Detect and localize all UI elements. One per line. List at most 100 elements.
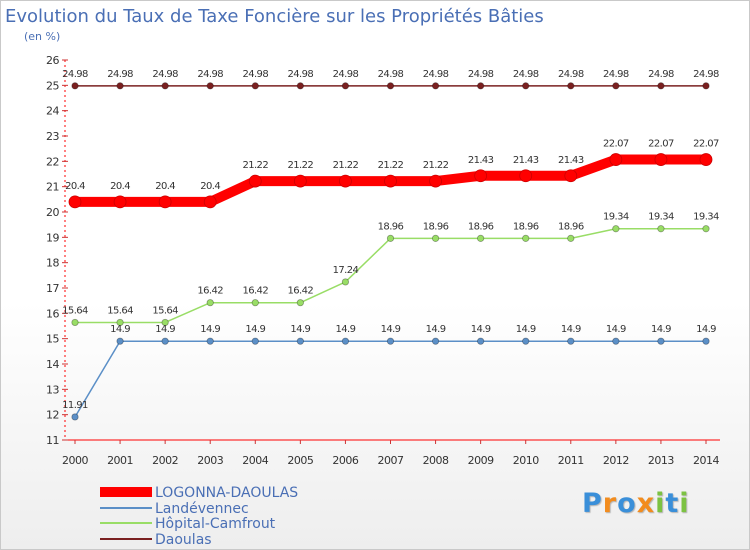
data-label: 24.98 <box>378 69 404 80</box>
data-point <box>657 225 665 233</box>
data-point <box>431 82 440 90</box>
series-layer: 24.98 24.98 24.98 24.98 24.98 24.98 24.98 24.98… <box>62 69 720 421</box>
data-label: 20.4 <box>65 181 85 192</box>
data-point <box>296 82 304 90</box>
data-point <box>567 82 575 90</box>
data-point <box>477 82 485 90</box>
data-label: 21.22 <box>423 160 449 171</box>
x-tick-label: 2003 <box>197 454 223 467</box>
x-tick-label: 2010 <box>513 454 539 467</box>
watermark-letter: P <box>582 488 603 519</box>
data-point <box>161 337 169 345</box>
data-label: 11.91 <box>62 400 88 411</box>
data-point <box>386 337 395 345</box>
x-tick-label: 2006 <box>332 454 358 467</box>
data-point <box>161 318 169 327</box>
data-label: 24.98 <box>513 69 539 80</box>
data-label: 17.24 <box>333 265 359 276</box>
data-point <box>116 318 124 327</box>
data-point <box>68 195 82 209</box>
series-h-pital-camfrout: 15.64 15.64 15.64 16.42 16.42 16.42 17.24 18.96… <box>62 212 720 327</box>
chart-subtitle: (en %) <box>24 30 60 43</box>
data-point <box>116 337 124 345</box>
x-tick-label: 2012 <box>603 454 629 467</box>
data-label: 14.9 <box>471 324 491 335</box>
data-label: 19.34 <box>693 212 719 223</box>
y-tick-label: 13 <box>46 383 59 396</box>
data-label: 14.9 <box>110 324 130 335</box>
data-point <box>386 82 395 90</box>
data-point <box>567 337 575 345</box>
data-point <box>519 169 533 183</box>
data-label: 18.96 <box>558 221 584 232</box>
data-label: 22.07 <box>693 139 719 150</box>
data-label: 14.9 <box>606 324 626 335</box>
data-label: 24.98 <box>558 69 584 80</box>
data-point <box>293 174 307 188</box>
data-label: 14.9 <box>335 324 355 335</box>
data-point <box>474 169 488 183</box>
data-label: 18.96 <box>378 221 404 232</box>
axes: 11 12 13 14 15 16 17 18 19 20 21 22 23 24 25 26 2000 2001… <box>46 54 720 467</box>
watermark-letter: t <box>665 488 680 519</box>
data-label: 24.98 <box>423 69 449 80</box>
data-point <box>477 337 485 345</box>
data-label: 19.34 <box>603 212 629 223</box>
data-point <box>206 337 214 345</box>
x-tick-label: 2000 <box>62 454 88 467</box>
y-tick-label: 11 <box>46 434 59 447</box>
x-tick-label: 2008 <box>423 454 449 467</box>
data-point <box>71 413 79 421</box>
data-label: 20.4 <box>200 181 220 192</box>
legend-item: LOGONNA-DAOULAS <box>100 485 298 501</box>
x-tick-label: 2007 <box>378 454 404 467</box>
data-point <box>251 82 259 90</box>
data-point <box>161 82 169 90</box>
data-point <box>203 195 217 209</box>
data-point <box>341 337 350 345</box>
data-label: 14.9 <box>651 324 671 335</box>
data-label: 24.98 <box>242 69 268 80</box>
data-label: 18.96 <box>423 221 449 232</box>
chart-title: Evolution du Taux de Taxe Foncière sur l… <box>5 6 544 27</box>
data-point <box>654 153 668 166</box>
data-label: 21.43 <box>558 155 584 166</box>
data-label: 16.42 <box>288 286 314 297</box>
x-tick-label: 2001 <box>107 454 133 467</box>
data-point <box>429 174 442 188</box>
y-tick-label: 21 <box>46 181 59 194</box>
data-point <box>702 82 710 90</box>
data-label: 22.07 <box>648 139 674 150</box>
y-tick-label: 17 <box>46 282 59 295</box>
data-label: 24.98 <box>333 69 359 80</box>
data-point <box>71 318 79 327</box>
data-point <box>431 234 440 242</box>
data-label: 14.9 <box>516 324 536 335</box>
watermark-letter: r <box>602 488 618 519</box>
data-label: 22.07 <box>603 139 629 150</box>
y-tick-label: 14 <box>46 358 59 371</box>
data-label: 24.98 <box>288 69 314 80</box>
data-label: 20.4 <box>155 181 175 192</box>
data-point <box>612 82 620 90</box>
series-line <box>74 340 707 418</box>
data-point <box>699 153 713 166</box>
x-tick-label: 2014 <box>693 454 719 467</box>
data-label: 21.43 <box>468 155 494 166</box>
data-point <box>564 169 578 183</box>
x-tick-label: 2004 <box>242 454 268 467</box>
legend-item: Landévennec <box>100 501 249 517</box>
data-label: 14.9 <box>290 324 310 335</box>
y-tick-label: 20 <box>46 206 59 219</box>
y-tick-label: 25 <box>46 79 59 92</box>
data-label: 16.42 <box>197 286 223 297</box>
x-tick-label: 2013 <box>648 454 674 467</box>
data-point <box>341 278 350 286</box>
data-label: 21.22 <box>378 160 404 171</box>
watermark-letter: o <box>617 488 637 519</box>
data-point <box>113 195 127 209</box>
legend-label: Hôpital-Camfrout <box>155 516 276 532</box>
data-point <box>251 299 259 307</box>
y-tick-label: 23 <box>46 130 59 143</box>
